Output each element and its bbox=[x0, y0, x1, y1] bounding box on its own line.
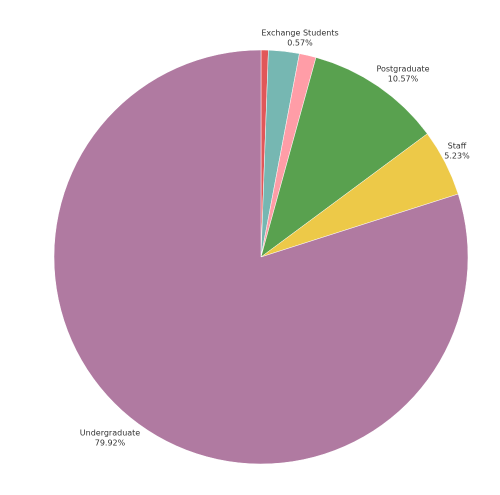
slice-label: Undergraduate bbox=[80, 429, 141, 438]
slice-value-label: 0.57% bbox=[287, 39, 313, 48]
slice-label: Staff bbox=[448, 142, 467, 151]
slice-label: Exchange Students bbox=[261, 29, 338, 38]
pie-slice bbox=[260, 57, 428, 258]
slice-label: Postgraduate bbox=[376, 65, 429, 74]
slice-value-label: 79.92% bbox=[95, 439, 126, 448]
pie-slice bbox=[53, 49, 469, 465]
slice-value-label: 10.57% bbox=[388, 75, 419, 84]
slice-value-label: 5.23% bbox=[444, 152, 470, 161]
